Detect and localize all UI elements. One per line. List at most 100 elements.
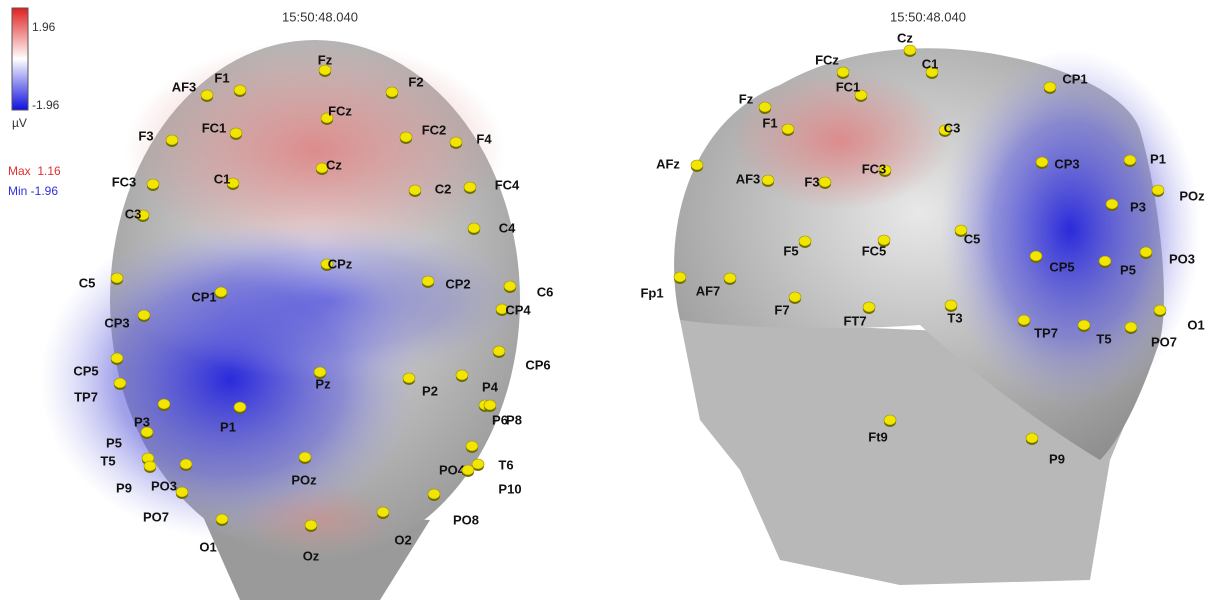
electrode [399,131,413,143]
electrode-label: T6 [498,457,513,472]
electrode [385,86,399,98]
electrode-label: FC4 [495,177,520,192]
electrode [143,460,157,472]
electrode-label: PO8 [453,512,479,527]
electrode-label: FC2 [422,122,447,137]
electrode [503,280,517,292]
electrode [1124,321,1138,333]
electrode-label: F1 [214,70,229,85]
electrode-label: P5 [106,435,122,450]
colorbar [11,7,29,111]
electrode-label: FCz [328,103,352,118]
electrode [233,401,247,413]
positive-region [125,40,505,260]
electrode-label: Oz [303,548,320,563]
electrode [798,235,812,247]
colorbar-max: 1.96 [32,20,56,34]
electrode [495,303,509,315]
electrode-label: P9 [1049,451,1065,466]
electrode [233,84,247,96]
electrode-label: PO4 [439,462,466,477]
electrode-label: FC3 [112,174,137,189]
electrode [376,506,390,518]
electrode-label: P5 [1120,262,1136,277]
electrode [1043,81,1057,93]
electrode [1098,255,1112,267]
electrode [146,178,160,190]
electrode-label: T5 [1096,331,1111,346]
electrode [298,451,312,463]
electrode [320,258,334,270]
electrode [421,275,435,287]
electrode-label: Ft9 [868,429,888,444]
electrode-label: O1 [199,539,216,554]
electrode-label: FC1 [836,79,861,94]
negative-region [130,220,530,380]
electrode-label: TP7 [1034,325,1058,340]
electrode [1025,432,1039,444]
electrode [110,272,124,284]
electrode-label: FT7 [843,313,866,328]
electrode-label: AF7 [696,283,721,298]
electrode [673,271,687,283]
electrode-label: P3 [134,414,150,429]
electrode-label: CP2 [445,276,470,291]
electrode [179,458,193,470]
electrode-label: O1 [1187,317,1204,332]
electrode [465,440,479,452]
electrode [137,309,151,321]
electrode-label: CP4 [505,302,531,317]
electrode-label: POz [1179,188,1205,203]
electrode [1105,198,1119,210]
electrode-label: FCz [815,52,839,67]
electrode-label: P8 [506,412,522,427]
electrode-label: F2 [408,74,423,89]
electrode [761,174,775,186]
electrode-label: Cz [326,157,342,172]
electrode [938,124,952,136]
electrode [925,66,939,78]
electrode [862,301,876,313]
electrode [313,366,327,378]
electrode [113,377,127,389]
colorbar-min: -1.96 [32,98,60,112]
electrode [427,488,441,500]
electrode-label: AF3 [736,171,761,186]
electrode [788,291,802,303]
max-value: Max 1.16 [8,164,61,178]
electrode [1153,304,1167,316]
electrode [836,66,850,78]
electrode-label: C3 [125,206,142,221]
electrode-label: F4 [476,131,492,146]
electrode-label: F1 [762,115,777,130]
electrode-label: CP1 [191,289,216,304]
electrode-label: PO3 [151,478,177,493]
colorbar-unit: µV [12,116,27,130]
electrode [818,176,832,188]
electrode [461,464,475,476]
electrode [1139,246,1153,258]
electrode-label: F3 [138,128,153,143]
electrode [723,272,737,284]
electrode [304,519,318,531]
electrode [157,398,171,410]
electrode-label: P6 [492,412,508,427]
electrode [944,299,958,311]
electrode [883,414,897,426]
electrode [690,159,704,171]
electrode-label: C2 [435,181,452,196]
electrode [1035,156,1049,168]
electrode-label: C6 [537,284,554,299]
electrode-label: PO3 [1169,251,1195,266]
electrode-label: FC5 [862,243,887,258]
electrode [1077,319,1091,331]
electrode [471,458,485,470]
electrode-label: P4 [482,379,499,394]
electrode [318,64,332,76]
electrode-label: POz [291,472,317,487]
electrode [214,286,228,298]
electrode [1017,314,1031,326]
electrode [1151,184,1165,196]
electrode-label: Fz [318,52,333,67]
